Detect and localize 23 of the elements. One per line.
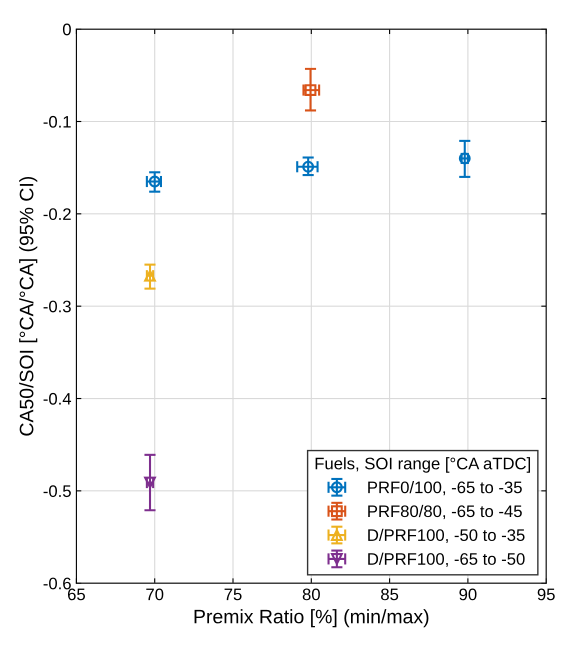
y-tick-label: -0.4 — [44, 392, 72, 405]
legend-label: PRF0/100, -65 to -35 — [368, 481, 522, 496]
legend-title: Fuels, SOI range [°CA aTDC] — [316, 457, 530, 473]
y-axis-title: CA50/SOI [°CA/°CA] (95% CI) — [19, 176, 38, 436]
legend-label: PRF80/80, -65 to -45 — [368, 504, 522, 520]
x-tick-label: 80 — [302, 588, 320, 600]
legend-label: D/PRF100, -50 to -35 — [368, 528, 525, 544]
point — [304, 84, 316, 96]
y-tick-label: -0.5 — [44, 485, 71, 498]
y-tick-label: -0.2 — [44, 208, 71, 220]
legend-label: D/PRF100, -65 to -50 — [368, 552, 525, 567]
x-tick-label: 65 — [68, 588, 85, 600]
x-tick-label: 70 — [146, 588, 164, 600]
y-tick-label: 0 — [62, 24, 71, 36]
point — [302, 160, 314, 173]
x-axis-title: Premix Ratio [%] (min/max) — [194, 609, 428, 628]
y-tick-label: -0.6 — [44, 578, 71, 590]
y-tick-label: -0.1 — [44, 116, 71, 128]
x-tick-label: 90 — [459, 588, 477, 600]
x-tick-label: 75 — [224, 588, 242, 600]
y-tick-label: -0.3 — [44, 300, 71, 312]
x-tick-label: 95 — [538, 588, 555, 600]
x-tick-label: 85 — [381, 588, 398, 600]
